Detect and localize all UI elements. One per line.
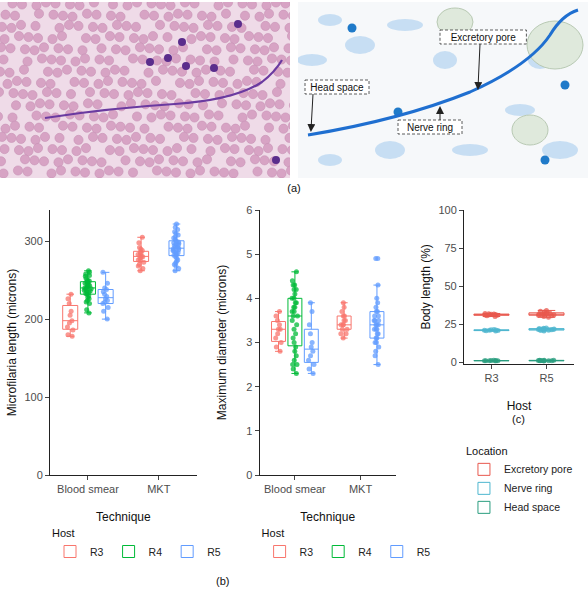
svg-text:Host: Host xyxy=(507,399,532,413)
svg-text:R3: R3 xyxy=(484,372,498,384)
svg-text:MKT: MKT xyxy=(147,483,171,495)
svg-text:(c): (c) xyxy=(512,413,525,425)
svg-text:Blood smear: Blood smear xyxy=(264,483,326,495)
svg-text:Host: Host xyxy=(262,527,285,539)
svg-text:R5: R5 xyxy=(539,372,553,384)
svg-text:MKT: MKT xyxy=(349,483,373,495)
svg-text:25: 25 xyxy=(445,318,457,330)
svg-text:R4: R4 xyxy=(149,546,163,558)
svg-text:75: 75 xyxy=(445,242,457,254)
svg-text:Technique: Technique xyxy=(96,510,151,524)
svg-text:Excretory pore: Excretory pore xyxy=(451,32,516,43)
svg-text:R3: R3 xyxy=(90,546,104,558)
svg-text:50: 50 xyxy=(445,280,457,292)
svg-text:0: 0 xyxy=(451,356,457,368)
svg-text:Excretory pore: Excretory pore xyxy=(504,463,572,475)
svg-text:3: 3 xyxy=(246,336,252,348)
svg-text:Maximum diameter (microns): Maximum diameter (microns) xyxy=(215,265,229,420)
svg-text:2: 2 xyxy=(246,381,252,393)
svg-text:5: 5 xyxy=(246,248,252,260)
svg-text:R4: R4 xyxy=(358,546,372,558)
svg-text:0: 0 xyxy=(246,469,252,481)
svg-text:Head space: Head space xyxy=(310,82,364,93)
svg-text:R5: R5 xyxy=(417,546,431,558)
svg-text:Head space: Head space xyxy=(504,501,560,513)
svg-text:(b): (b) xyxy=(216,575,229,587)
svg-text:Location: Location xyxy=(466,445,508,457)
svg-text:1: 1 xyxy=(246,425,252,437)
svg-text:0: 0 xyxy=(37,469,43,481)
svg-text:100: 100 xyxy=(438,204,456,216)
svg-text:6: 6 xyxy=(246,204,252,216)
svg-text:Nerve ring: Nerve ring xyxy=(407,122,453,133)
svg-text:100: 100 xyxy=(24,391,42,403)
svg-text:Technique: Technique xyxy=(300,510,355,524)
svg-text:Blood smear: Blood smear xyxy=(57,483,119,495)
svg-text:Host: Host xyxy=(52,527,75,539)
svg-text:R3: R3 xyxy=(300,546,314,558)
svg-text:200: 200 xyxy=(24,313,42,325)
svg-text:Body length (%): Body length (%) xyxy=(419,244,433,329)
svg-text:4: 4 xyxy=(246,292,252,304)
svg-text:Nerve ring: Nerve ring xyxy=(504,482,553,494)
svg-text:R5: R5 xyxy=(207,546,221,558)
svg-text:(a): (a) xyxy=(287,182,300,194)
svg-text:300: 300 xyxy=(24,235,42,247)
svg-text:Microfilaria length (microns): Microfilaria length (microns) xyxy=(5,269,19,416)
